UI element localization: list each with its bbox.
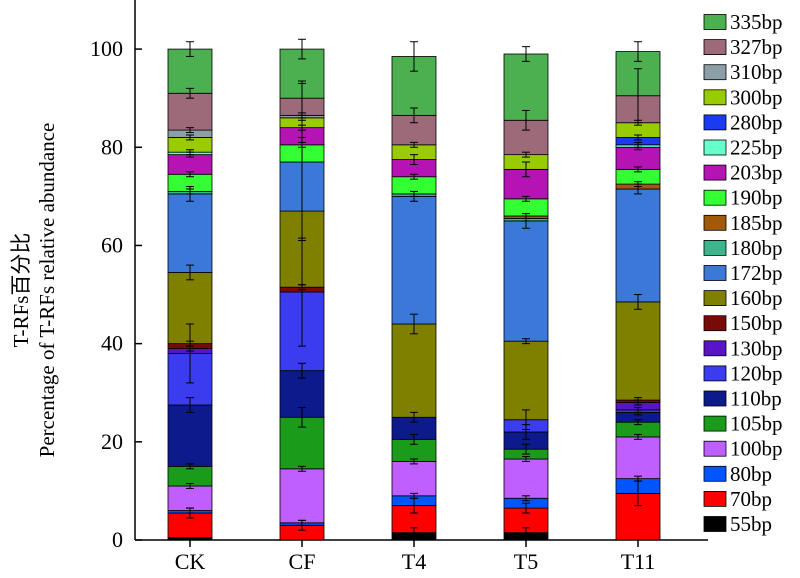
legend-label-130bp: 130bp (730, 336, 783, 360)
legend-label-120bp: 120bp (730, 361, 783, 385)
y-tick-label: 100 (90, 36, 123, 61)
x-labels: CK CF T4 T5 T11 (175, 540, 656, 574)
legend-swatch-300bp (703, 89, 727, 106)
legend-label-310bp: 310bp (730, 60, 783, 84)
error-bars (186, 38, 642, 539)
bar-segment-172bp-T5 (503, 220, 549, 342)
bar-segment-100bp-T11 (615, 436, 661, 480)
bar-segment-335bp-T5 (503, 53, 549, 121)
y-tick-label: 60 (101, 232, 123, 257)
bar-segment-100bp-CK (167, 485, 213, 511)
bar-segment-172bp-T11 (615, 188, 661, 303)
bar-segment-203bp-T11 (615, 146, 661, 170)
legend-swatch-110bp (703, 390, 727, 407)
legend-swatch-335bp (703, 14, 727, 30)
legend-swatch-180bp (703, 239, 727, 256)
legend-label-160bp: 160bp (730, 286, 783, 310)
legend-label-172bp: 172bp (730, 261, 783, 285)
bar-segment-160bp-T5 (503, 340, 549, 421)
x-category-label-T5: T5 (514, 549, 538, 574)
bar-segment-100bp-CF (279, 468, 325, 524)
x-category-label-T4: T4 (402, 549, 426, 574)
legend-label-180bp: 180bp (730, 236, 783, 260)
y-axis-title-line1: T-RFs百分比 (9, 233, 33, 348)
legend-label-185bp: 185bp (730, 211, 783, 235)
y-tick-label: 80 (101, 134, 123, 159)
y-ticks: 0 20 40 60 80 100 (90, 36, 142, 552)
y-axis-title-line2: Percentage of T-RFs relative abundance (35, 123, 59, 458)
legend-label-327bp: 327bp (730, 35, 783, 59)
legend-swatch-225bp (703, 139, 727, 156)
legend-label-335bp: 335bp (730, 10, 783, 34)
bar-segment-100bp-T5 (503, 458, 549, 499)
legend-swatch-310bp (703, 64, 727, 81)
legend-swatch-120bp (703, 365, 727, 382)
legend-label-80bp: 80bp (730, 462, 772, 486)
legend-label-70bp: 70bp (730, 487, 772, 511)
x-category-label-CF: CF (289, 549, 316, 574)
legend-swatch-130bp (703, 340, 727, 357)
legend-label-105bp: 105bp (730, 412, 783, 436)
bar-segment-172bp-T4 (391, 195, 437, 325)
legend-label-190bp: 190bp (730, 186, 783, 210)
bar-segment-160bp-T4 (391, 323, 437, 418)
legend-label-55bp: 55bp (730, 512, 772, 536)
legend-swatch-160bp (703, 290, 727, 307)
legend-swatch-190bp (703, 189, 727, 206)
x-category-label-T11: T11 (621, 549, 656, 574)
y-tick-label: 0 (112, 527, 123, 552)
legend-label-300bp: 300bp (730, 85, 783, 109)
legend-swatch-203bp (703, 164, 727, 181)
y-tick-label: 40 (101, 331, 123, 356)
legend-swatch-327bp (703, 39, 727, 55)
legend-label-150bp: 150bp (730, 311, 783, 335)
legend-swatch-100bp (703, 440, 727, 457)
y-tick-label: 20 (101, 429, 123, 454)
bar-segment-172bp-CK (167, 193, 213, 273)
bar-segment-327bp-CK (167, 92, 213, 131)
legend-swatch-185bp (703, 214, 727, 231)
legend-swatch-280bp (703, 114, 727, 131)
legend-label-110bp: 110bp (730, 387, 782, 411)
legend-label-280bp: 280bp (730, 110, 783, 134)
bar-segment-160bp-T11 (615, 301, 661, 401)
bar-segment-110bp-CK (167, 404, 213, 467)
legend-swatch-172bp (703, 265, 727, 281)
legend-swatch-70bp (703, 490, 727, 507)
legend-swatch-150bp (703, 315, 727, 332)
legend-label-203bp: 203bp (730, 161, 783, 185)
bar-segment-100bp-T4 (391, 461, 437, 497)
legend: 55bp70bp80bp100bp105bp110bp120bp130bp150… (703, 10, 783, 536)
legend-label-225bp: 225bp (730, 136, 783, 160)
legend-label-100bp: 100bp (730, 437, 783, 461)
legend-swatch-80bp (703, 465, 727, 482)
legend-swatch-105bp (703, 415, 727, 432)
legend-swatch-55bp (703, 516, 727, 532)
x-category-label-CK: CK (175, 549, 206, 574)
